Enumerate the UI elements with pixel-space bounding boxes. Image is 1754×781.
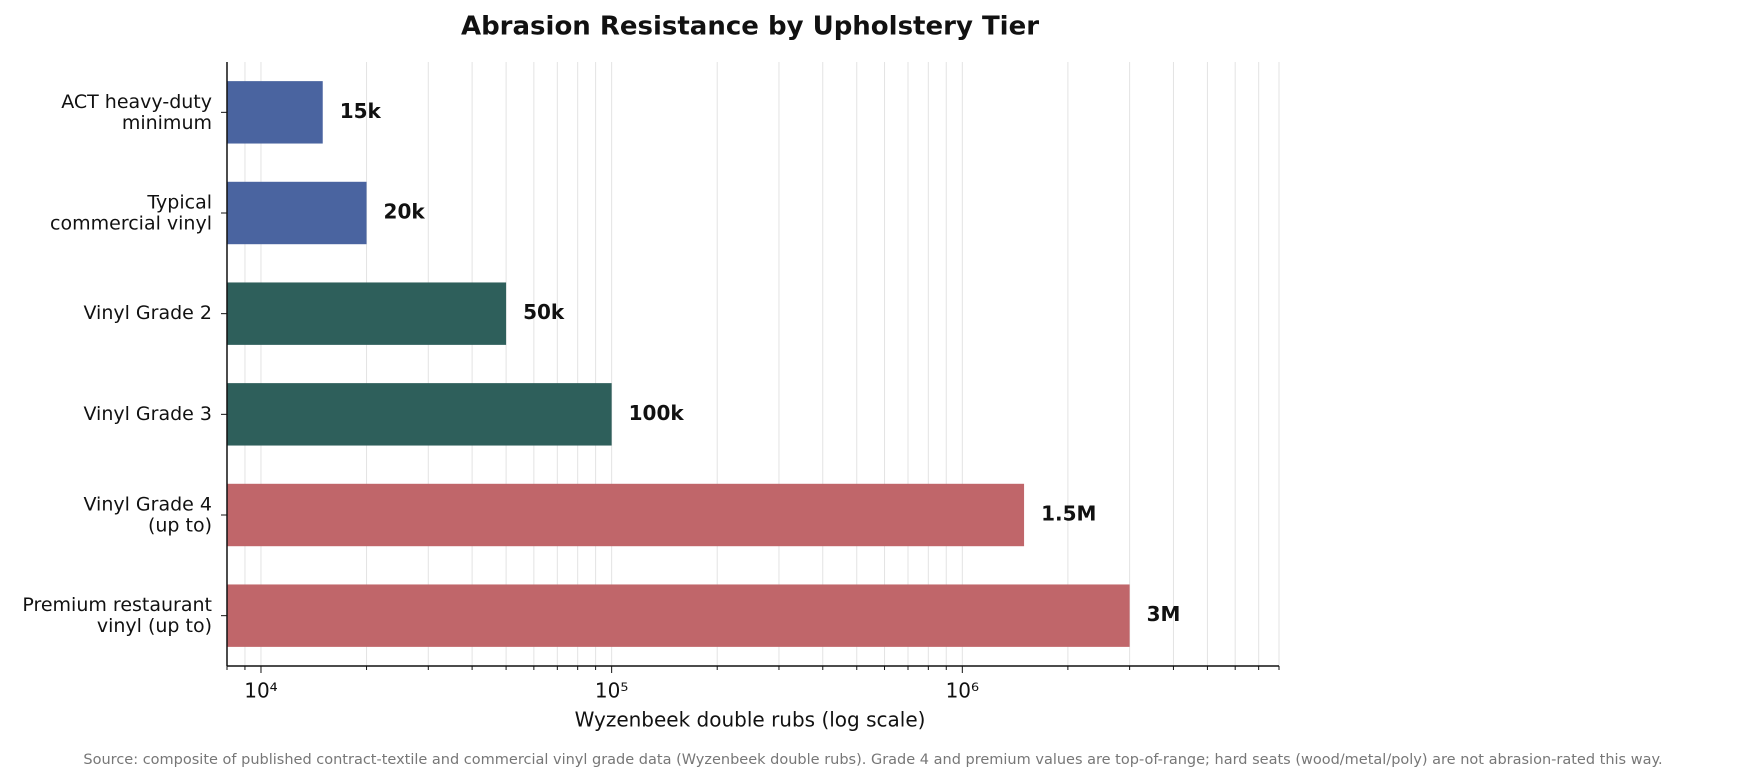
bar: [227, 483, 1025, 547]
y-tick-label: Vinyl Grade 2: [83, 302, 212, 324]
value-label: 15k: [340, 99, 382, 123]
value-label: 50k: [523, 300, 565, 324]
y-tick-label: Vinyl Grade 4 (up to): [83, 493, 212, 536]
y-tick-label: ACT heavy-duty minimum: [61, 90, 212, 133]
bar: [227, 81, 323, 144]
x-axis-label: Wyzenbeek double rubs (log scale): [575, 708, 926, 732]
source-note: Source: composite of published contract-…: [83, 752, 1662, 768]
x-tick-label: 10⁴: [244, 679, 277, 703]
bar: [227, 584, 1130, 647]
y-tick-label: Typical commercial vinyl: [50, 191, 212, 234]
bar: [227, 181, 367, 245]
chart-title: Abrasion Resistance by Upholstery Tier: [461, 12, 1039, 42]
bar: [227, 383, 612, 446]
value-label: 1.5M: [1041, 502, 1096, 526]
bar: [227, 282, 507, 345]
value-label: 100k: [629, 401, 685, 425]
x-tick-label: 10⁶: [946, 679, 979, 703]
x-tick-label: 10⁵: [595, 679, 628, 703]
value-label: 20k: [384, 200, 426, 224]
y-tick-label: Premium restaurant vinyl (up to): [22, 594, 212, 637]
value-label: 3M: [1147, 602, 1181, 626]
y-tick-label: Vinyl Grade 3: [83, 403, 212, 425]
